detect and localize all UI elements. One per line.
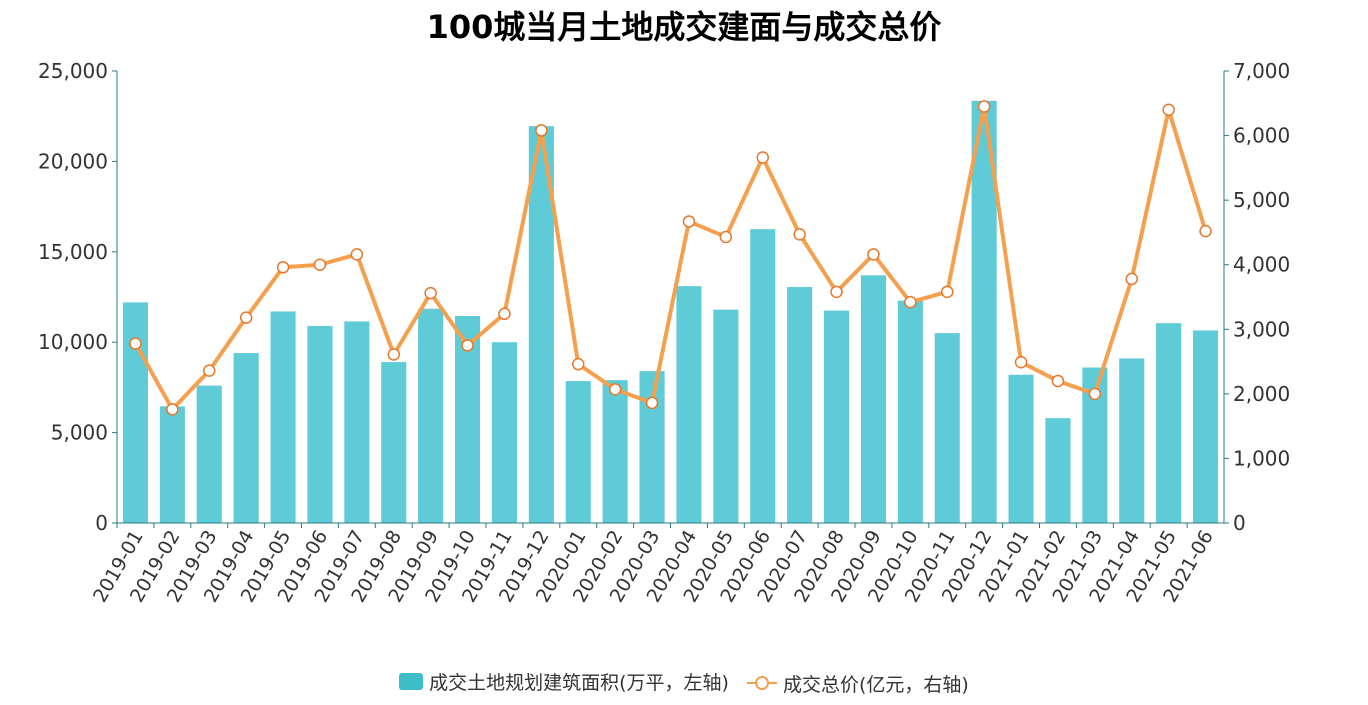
legend-label-price: 成交总价(亿元，右轴): [783, 673, 969, 696]
bar-2020-05: [713, 309, 739, 523]
bar-2021-04: [1119, 358, 1145, 523]
bar-2019-06: [307, 325, 333, 523]
price-point-2019-05: [276, 261, 290, 274]
bar-2019-09: [418, 308, 444, 523]
bar-2021-02: [1045, 418, 1071, 523]
price-point-2021-02: [1051, 374, 1065, 388]
price-point-2021-01: [1014, 355, 1028, 369]
price-point-2019-04: [239, 311, 253, 324]
price-point-2020-11: [941, 285, 954, 299]
legend-item-price[interactable]: 成交总价(亿元，右轴): [747, 670, 969, 697]
bar-2020-11: [934, 333, 960, 523]
price-point-2020-09: [867, 248, 880, 261]
price-point-2019-07: [350, 248, 364, 261]
bar-2019-08: [381, 362, 407, 523]
price-point-2019-10: [461, 339, 474, 352]
bar-2019-02: [159, 406, 185, 523]
bar-2019-04: [233, 353, 259, 523]
y-tick-left-label: 15,000: [38, 240, 108, 264]
price-point-2020-06: [756, 151, 769, 164]
y-tick-right-label: 1,000: [1233, 446, 1290, 470]
price-point-2021-04: [1125, 272, 1138, 286]
price-point-2021-06: [1199, 224, 1212, 238]
y-tick-right-label: 4,000: [1233, 253, 1290, 277]
price-point-2020-10: [904, 295, 917, 309]
price-point-2019-03: [203, 364, 216, 377]
y-tick-right-label: 7,000: [1233, 59, 1290, 83]
price-point-2020-01: [572, 357, 585, 371]
legend: 成交土地规划建筑面积(万平，左轴) 成交总价(亿元，右轴): [0, 668, 1368, 697]
y-tick-right-label: 2,000: [1233, 382, 1290, 406]
price-point-2020-04: [682, 215, 696, 228]
price-point-2020-12: [977, 100, 991, 113]
bar-2021-01: [1008, 374, 1034, 523]
bar-2020-02: [602, 380, 628, 523]
price-point-2020-05: [719, 230, 733, 244]
price-point-2020-07: [793, 228, 806, 241]
y-tick-right-label: 5,000: [1233, 188, 1290, 212]
price-point-2020-03: [645, 396, 659, 410]
legend-label-area: 成交土地规划建筑面积(万平，左轴): [429, 672, 729, 694]
y-tick-right-label: 6,000: [1233, 124, 1290, 148]
y-tick-left-label: 25,000: [38, 59, 108, 83]
bar-2019-01: [122, 302, 148, 523]
bar-2019-05: [270, 311, 296, 523]
legend-item-area[interactable]: 成交土地规划建筑面积(万平，左轴): [399, 668, 729, 695]
y-tick-left-label: 20,000: [38, 149, 108, 173]
bar-2020-04: [676, 286, 702, 523]
bar-2019-11: [491, 342, 517, 523]
price-point-2019-12: [535, 124, 548, 137]
bar-2019-07: [344, 321, 370, 523]
price-point-2019-11: [498, 307, 511, 321]
bar-2020-06: [750, 229, 776, 523]
bar-2021-06: [1193, 330, 1219, 523]
y-tick-right-label: 3,000: [1233, 317, 1290, 341]
price-point-2019-08: [387, 348, 400, 361]
legend-line-marker-icon: [747, 676, 778, 690]
price-point-2019-06: [313, 258, 327, 271]
price-point-2019-02: [166, 403, 179, 416]
legend-bar-swatch-icon: [399, 673, 424, 690]
y-tick-left-label: 5,000: [51, 421, 108, 445]
y-tick-right-label: 0: [1233, 511, 1246, 535]
price-line: [133, 104, 1208, 412]
y-tick-left-label: 10,000: [38, 330, 108, 354]
bar-2020-01: [565, 381, 591, 523]
bar-2019-03: [196, 385, 222, 523]
price-point-2020-08: [830, 285, 843, 299]
price-point-2021-03: [1088, 387, 1102, 401]
y-tick-left-label: 0: [95, 511, 108, 535]
chart-title: 100城当月土地成交建面与成交总价: [426, 8, 942, 46]
bar-2020-08: [824, 310, 850, 523]
bar-2021-05: [1156, 323, 1182, 523]
bar-2020-09: [860, 275, 886, 523]
price-point-2021-05: [1162, 103, 1175, 116]
price-point-2019-09: [424, 286, 437, 300]
bar-2020-10: [897, 300, 923, 523]
bar-2020-07: [787, 287, 813, 523]
price-point-2020-02: [608, 383, 622, 396]
price-point-2019-01: [129, 337, 142, 350]
